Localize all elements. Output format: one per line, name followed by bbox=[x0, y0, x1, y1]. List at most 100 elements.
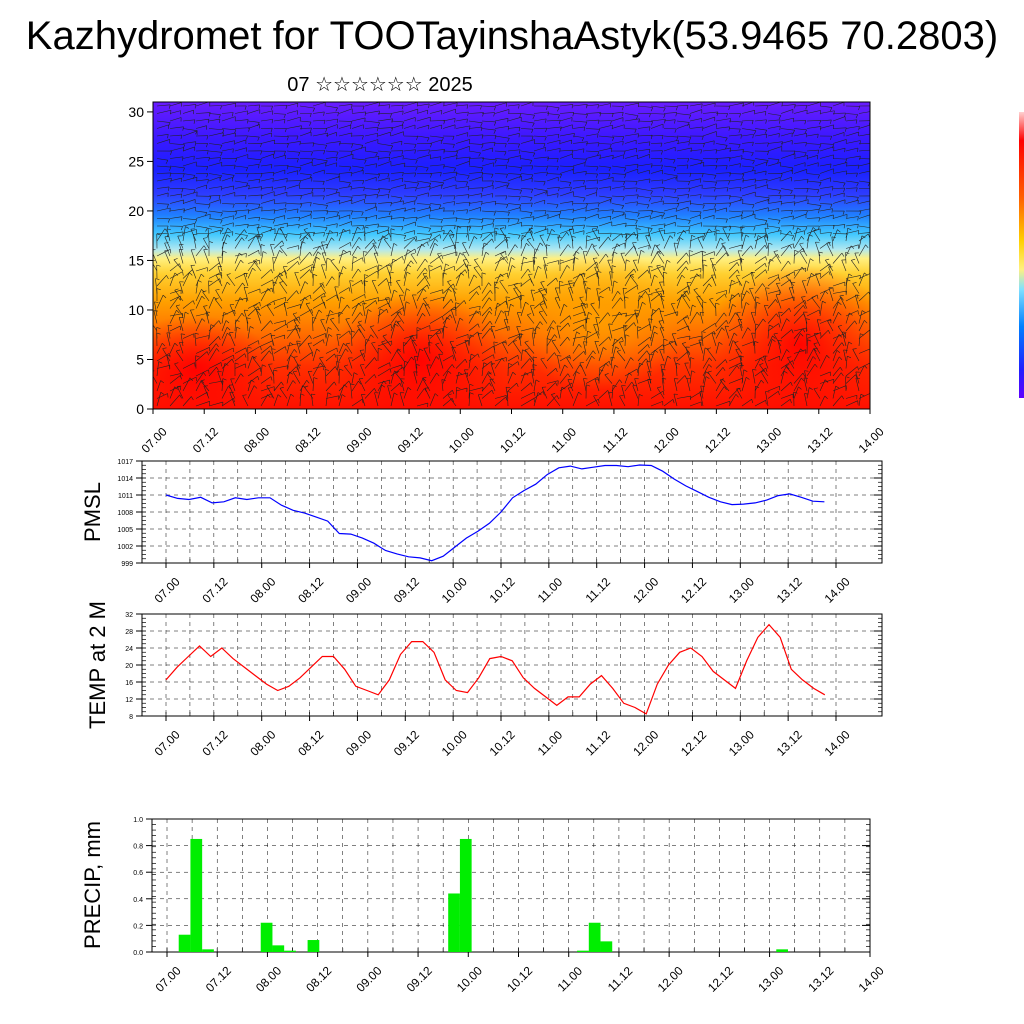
wind-barb-flag bbox=[500, 273, 504, 277]
wind-barb-flag bbox=[728, 180, 730, 185]
wind-barb-flag bbox=[383, 380, 387, 385]
wind-barb bbox=[442, 108, 456, 114]
wind-barb-flag bbox=[283, 114, 286, 119]
wind-barb bbox=[559, 373, 569, 384]
wind-barb-flag bbox=[572, 112, 575, 117]
wind-barb-flag bbox=[260, 143, 262, 148]
wind-barb bbox=[728, 258, 742, 264]
wind-barb bbox=[253, 260, 262, 272]
wind-barb bbox=[442, 233, 455, 235]
wind-barb-flag bbox=[505, 386, 511, 389]
wind-barb bbox=[650, 195, 663, 198]
wind-barb-flag bbox=[467, 264, 472, 266]
wind-barb bbox=[663, 176, 678, 182]
wind-barb-flag bbox=[723, 245, 727, 249]
wind-barb-flag bbox=[414, 149, 416, 154]
wind-barb bbox=[611, 165, 626, 169]
wind-barb-flag bbox=[233, 355, 235, 360]
wind-barb-flag bbox=[750, 245, 754, 250]
wind-barb bbox=[325, 310, 331, 324]
wind-barb bbox=[169, 147, 184, 152]
wind-barb-flag bbox=[793, 271, 796, 276]
wind-barb-flag bbox=[608, 173, 611, 178]
wind-barb bbox=[594, 341, 600, 354]
wind-barb bbox=[299, 281, 306, 294]
wind-barb-flag bbox=[507, 212, 510, 216]
wind-barb bbox=[312, 317, 314, 332]
wind-barb-flag bbox=[751, 399, 754, 404]
wind-barb bbox=[208, 229, 221, 234]
wind-barb-flag bbox=[798, 386, 802, 390]
wind-barb-flag bbox=[220, 152, 223, 157]
wind-barb-flag bbox=[631, 381, 635, 386]
wind-barb bbox=[299, 214, 312, 219]
wind-barb-flag bbox=[521, 234, 526, 238]
wind-barb bbox=[273, 365, 289, 369]
wind-barb-flag bbox=[338, 311, 343, 314]
wind-barb bbox=[715, 252, 727, 264]
wind-barb bbox=[845, 400, 858, 407]
wind-barb-flag bbox=[505, 174, 508, 179]
wind-barb-flag bbox=[554, 334, 558, 338]
wind-barb-flag bbox=[492, 219, 495, 223]
wind-barb bbox=[585, 355, 592, 369]
wind-barb-flag bbox=[423, 297, 428, 300]
wind-barb bbox=[660, 296, 665, 309]
wind-barb-flag bbox=[701, 331, 706, 333]
wind-barb-flag bbox=[517, 361, 520, 366]
wind-barb bbox=[767, 125, 781, 129]
wind-barb bbox=[351, 268, 359, 279]
wind-barb bbox=[793, 178, 809, 182]
wind-barb bbox=[507, 222, 522, 227]
wind-barb bbox=[416, 325, 430, 332]
wind-barb bbox=[611, 243, 618, 257]
wind-barb-flag bbox=[624, 174, 627, 179]
wind-barb-flag bbox=[765, 400, 767, 405]
wind-barb bbox=[728, 195, 742, 198]
wind-barb bbox=[507, 195, 521, 198]
wind-barb-flag bbox=[481, 134, 484, 139]
wind-barb bbox=[715, 245, 724, 257]
wind-barb bbox=[507, 104, 520, 107]
wind-barb bbox=[813, 333, 821, 347]
heatmap-warm-cores bbox=[153, 250, 870, 409]
wind-barb-flag bbox=[309, 113, 312, 118]
wind-barb bbox=[559, 132, 575, 137]
wind-barb-flag bbox=[567, 336, 570, 341]
wind-barb-flag bbox=[483, 362, 488, 365]
wind-barb-flag bbox=[227, 227, 231, 231]
wind-barb bbox=[767, 188, 781, 191]
wind-barb bbox=[546, 326, 552, 339]
wind-barb-flag bbox=[752, 141, 754, 146]
wind-barb-flag bbox=[527, 268, 531, 273]
wind-barb bbox=[780, 371, 785, 384]
wind-barb bbox=[468, 120, 483, 124]
wind-barb bbox=[279, 388, 288, 399]
wind-barb bbox=[416, 313, 423, 324]
wind-barb bbox=[283, 302, 288, 317]
wind-barb bbox=[299, 202, 312, 204]
wind-barb bbox=[780, 201, 796, 204]
wind-barb bbox=[321, 264, 327, 279]
wind-barb-flag bbox=[765, 287, 770, 289]
wind-barb-flag bbox=[872, 232, 873, 236]
wind-barb bbox=[221, 132, 236, 137]
wind-barb-flag bbox=[304, 385, 309, 388]
wind-barb bbox=[767, 158, 780, 160]
wind-barb bbox=[736, 312, 743, 324]
wind-barb-flag bbox=[825, 258, 830, 261]
wind-barb-flag bbox=[364, 274, 369, 276]
wind-barb-flag bbox=[527, 313, 532, 316]
wind-barb bbox=[255, 309, 262, 324]
wind-barb bbox=[221, 148, 234, 152]
wind-barb bbox=[260, 218, 275, 221]
wind-barb-flag bbox=[334, 353, 337, 358]
wind-barb-flag bbox=[302, 385, 306, 388]
wind-barb bbox=[754, 158, 769, 161]
wind-barb-flag bbox=[258, 179, 260, 184]
wind-barb bbox=[473, 267, 483, 279]
wind-barb-flag bbox=[604, 373, 609, 376]
wind-barb bbox=[832, 199, 846, 204]
wind-barb bbox=[350, 383, 353, 399]
wind-barb bbox=[805, 318, 808, 332]
